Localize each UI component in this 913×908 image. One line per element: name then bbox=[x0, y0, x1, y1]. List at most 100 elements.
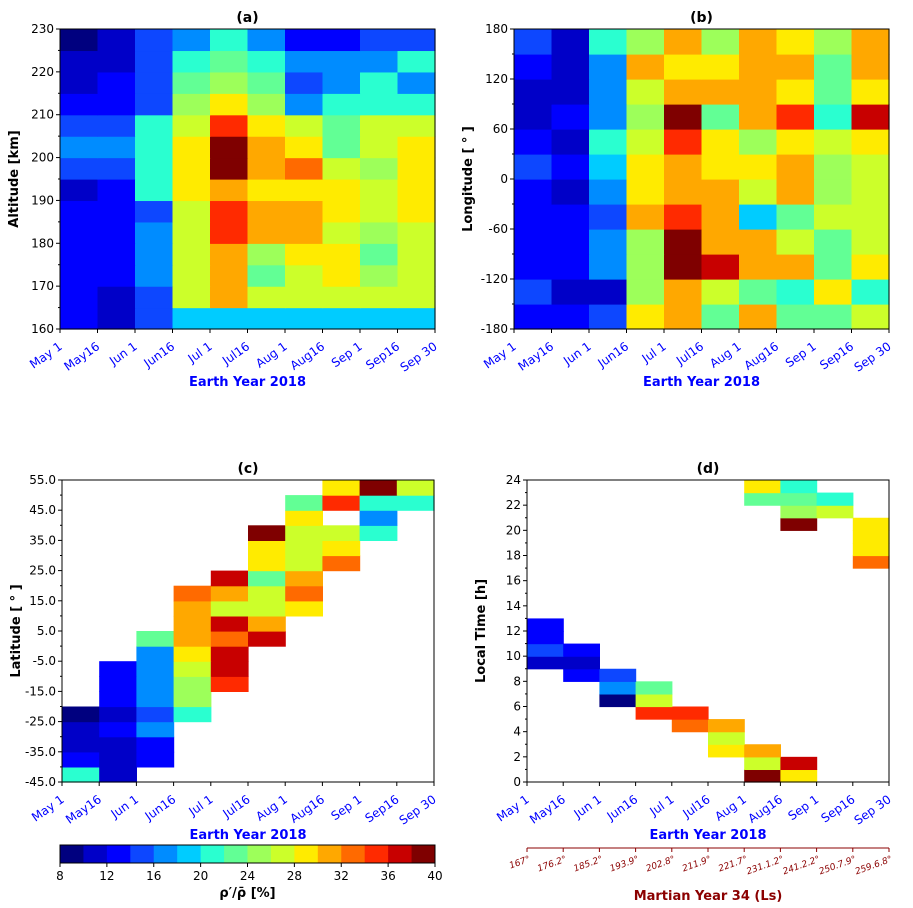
heatmap-cell-b bbox=[701, 304, 740, 330]
y-tick-label: -60 bbox=[488, 222, 508, 236]
heatmap-cell-a bbox=[210, 114, 249, 137]
heatmap-cell-c bbox=[62, 751, 100, 768]
heatmap-cell-b bbox=[701, 29, 740, 55]
heatmap-cell-d bbox=[780, 517, 818, 531]
heatmap-cell-a bbox=[285, 286, 324, 309]
heatmap-cell-a bbox=[60, 307, 99, 330]
heatmap-cell-d bbox=[780, 480, 818, 494]
heatmap-cell-c bbox=[285, 570, 323, 587]
colorbar-tick-label: 24 bbox=[240, 869, 255, 883]
x-tick-label: Aug 1 bbox=[253, 792, 290, 823]
heatmap-cell-c bbox=[136, 751, 175, 768]
heatmap-cell-b bbox=[626, 229, 665, 255]
heatmap-cell-a bbox=[97, 136, 136, 159]
heatmap-cell-a bbox=[285, 179, 324, 202]
heatmap-cell-d bbox=[635, 693, 673, 708]
heatmap-cell-b bbox=[514, 279, 553, 305]
colorbar-tick-label: 40 bbox=[427, 869, 442, 883]
martian-tick-label: 231.1.2° bbox=[745, 855, 785, 878]
heatmap-cell-b bbox=[851, 54, 890, 80]
heatmap-cell-b bbox=[551, 29, 590, 55]
heatmap-cell-a bbox=[397, 71, 436, 94]
colorbar-tick-label: 36 bbox=[380, 869, 395, 883]
heatmap-cell-a bbox=[97, 93, 136, 116]
heatmap-cell-d bbox=[780, 492, 818, 506]
heatmap-cell-a bbox=[285, 200, 324, 223]
y-tick-label: 16 bbox=[506, 574, 521, 588]
heatmap-cell-b bbox=[626, 179, 665, 205]
heatmap-cell-b bbox=[701, 179, 740, 205]
heatmap-cell-a bbox=[322, 114, 361, 137]
colorbar-swatch bbox=[153, 845, 178, 863]
heatmap-cell-d bbox=[599, 693, 637, 708]
heatmap-cell-a bbox=[172, 157, 211, 180]
heatmap-cell-c bbox=[396, 495, 435, 511]
heatmap-cell-b bbox=[514, 254, 553, 280]
heatmap-cell-b bbox=[589, 179, 628, 205]
heatmap-cell-b bbox=[551, 229, 590, 255]
colorbar-swatch bbox=[60, 845, 84, 863]
y-tick-label: 120 bbox=[485, 72, 508, 86]
heatmap-cell-b bbox=[701, 154, 740, 180]
x-tick-label: Sep16 bbox=[817, 339, 856, 372]
y-tick-label: 200 bbox=[31, 151, 54, 165]
heatmap-cell-b bbox=[664, 254, 703, 280]
heatmap-cell-b bbox=[814, 54, 853, 80]
heatmap-cell-c bbox=[322, 540, 361, 557]
heatmap-cell-b bbox=[814, 104, 853, 130]
x-tick-label: Jul16 bbox=[680, 792, 713, 821]
x-axis-label: Earth Year 2018 bbox=[189, 375, 306, 390]
heatmap-cell-a bbox=[60, 50, 99, 73]
heatmap-cell-a bbox=[322, 264, 361, 287]
heatmap-cell-a bbox=[285, 93, 324, 116]
heatmap-cell-c bbox=[99, 721, 137, 738]
x-tick-label: Aug 1 bbox=[712, 792, 749, 823]
colorbar-tick-label: 20 bbox=[193, 869, 208, 883]
heatmap-cell-a bbox=[397, 29, 436, 52]
heatmap-cell-b bbox=[664, 229, 703, 255]
heatmap-cell-c bbox=[285, 555, 323, 572]
heatmap-cell-b bbox=[551, 154, 590, 180]
heatmap-cell-b bbox=[664, 179, 703, 205]
y-tick-label: 45.0 bbox=[29, 503, 56, 517]
x-tick-label: May 1 bbox=[27, 339, 65, 371]
heatmap-cell-c bbox=[359, 495, 398, 511]
heatmap-cell-a bbox=[397, 286, 436, 309]
heatmap-cell-a bbox=[60, 157, 99, 180]
heatmap-cell-c bbox=[173, 706, 212, 723]
heatmap-cell-b bbox=[701, 229, 740, 255]
heatmap-cell-b bbox=[551, 104, 590, 130]
heatmap-cell-d bbox=[527, 643, 564, 657]
heatmap-cell-a bbox=[247, 29, 286, 52]
x-tick-label: May16 bbox=[61, 339, 102, 373]
martian-axis-label: Martian Year 34 (Ls) bbox=[634, 889, 783, 904]
heatmap-cell-b bbox=[776, 204, 815, 230]
martian-tick-label: 176.2° bbox=[536, 855, 568, 875]
colorbar-label: ρ′/ρ̄ [%] bbox=[219, 886, 275, 901]
heatmap-cell-a bbox=[97, 243, 136, 266]
heatmap-cell-c bbox=[99, 676, 137, 692]
heatmap-cell-a bbox=[97, 200, 136, 223]
heatmap-cell-a bbox=[172, 243, 211, 266]
heatmap-cell-b bbox=[551, 79, 590, 105]
heatmap-cell-c bbox=[173, 631, 212, 647]
colorbar-tick-label: 28 bbox=[287, 869, 302, 883]
martian-tick-label: 185.2° bbox=[572, 855, 604, 875]
heatmap-cell-b bbox=[814, 79, 853, 105]
heatmap-cell-b bbox=[739, 304, 778, 330]
colorbar: 8 12 16 20 24 28 32 36 40 ρ′/ρ̄ [%] bbox=[56, 844, 443, 901]
x-tick-label: Aug16 bbox=[288, 339, 328, 373]
y-tick-label: -15.0 bbox=[25, 684, 56, 698]
heatmap-cell-a bbox=[247, 307, 286, 330]
heatmap-cell-b bbox=[664, 129, 703, 155]
y-tick-label: 220 bbox=[31, 65, 54, 79]
heatmap-cell-a bbox=[397, 114, 436, 137]
heatmap-cell-d bbox=[744, 756, 781, 771]
heatmap-cell-b bbox=[776, 279, 815, 305]
heatmap-cell-b bbox=[776, 254, 815, 280]
y-tick-label: -35.0 bbox=[25, 745, 56, 759]
heatmap-cell-b bbox=[589, 79, 628, 105]
martian-tick-label: 202.8° bbox=[645, 855, 677, 875]
heatmap-cell-b bbox=[851, 29, 890, 55]
panel-title: (d) bbox=[697, 461, 720, 477]
